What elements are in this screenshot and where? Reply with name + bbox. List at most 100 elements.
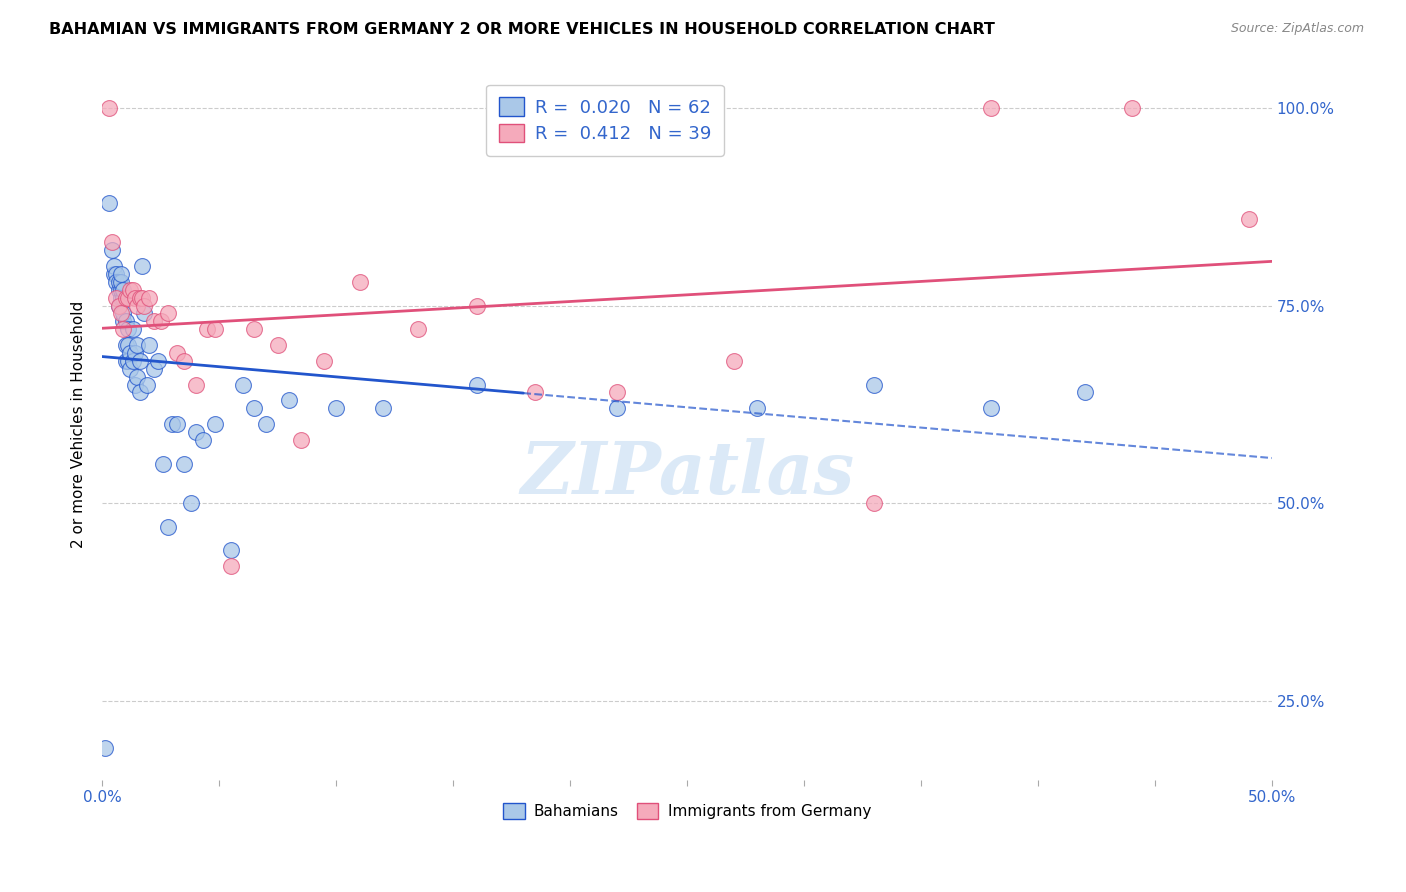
Point xyxy=(134,306,156,320)
Point xyxy=(142,361,165,376)
Point xyxy=(148,354,170,368)
Point xyxy=(863,496,886,510)
Point xyxy=(107,283,129,297)
Point xyxy=(103,267,125,281)
Point xyxy=(219,543,242,558)
Point xyxy=(98,101,121,115)
Point xyxy=(107,275,129,289)
Point xyxy=(112,322,135,336)
Point xyxy=(117,338,139,352)
Point xyxy=(166,346,188,360)
Point xyxy=(156,520,179,534)
Point xyxy=(723,354,745,368)
Point xyxy=(127,299,149,313)
Point xyxy=(100,235,122,250)
Point xyxy=(191,433,214,447)
Point xyxy=(107,299,129,313)
Point xyxy=(110,267,132,281)
Point xyxy=(232,377,254,392)
Point xyxy=(406,322,429,336)
Point xyxy=(173,354,195,368)
Point xyxy=(121,322,143,336)
Point xyxy=(105,275,128,289)
Point xyxy=(1237,211,1260,226)
Point xyxy=(465,377,488,392)
Point xyxy=(112,306,135,320)
Point xyxy=(243,401,266,416)
Point xyxy=(131,291,153,305)
Point xyxy=(162,417,184,431)
Point xyxy=(184,377,207,392)
Text: ZIPatlas: ZIPatlas xyxy=(520,438,853,509)
Point xyxy=(197,322,219,336)
Point xyxy=(121,354,143,368)
Point xyxy=(120,283,142,297)
Point xyxy=(266,338,288,352)
Point xyxy=(124,377,146,392)
Point xyxy=(105,291,128,305)
Point xyxy=(747,401,769,416)
Point xyxy=(204,322,226,336)
Point xyxy=(114,338,136,352)
Legend: Bahamians, Immigrants from Germany: Bahamians, Immigrants from Germany xyxy=(498,797,877,825)
Point xyxy=(105,267,128,281)
Point xyxy=(606,385,628,400)
Point xyxy=(98,195,121,210)
Text: Source: ZipAtlas.com: Source: ZipAtlas.com xyxy=(1230,22,1364,36)
Point xyxy=(124,346,146,360)
Point xyxy=(371,401,394,416)
Point xyxy=(980,401,1002,416)
Point xyxy=(120,346,142,360)
Point xyxy=(219,559,242,574)
Point xyxy=(349,275,371,289)
Point xyxy=(127,338,149,352)
Point xyxy=(110,291,132,305)
Point xyxy=(173,457,195,471)
Point xyxy=(1074,385,1097,400)
Point xyxy=(128,385,150,400)
Point xyxy=(110,275,132,289)
Point xyxy=(93,741,115,756)
Point xyxy=(103,259,125,273)
Point xyxy=(128,354,150,368)
Point xyxy=(112,291,135,305)
Point xyxy=(120,361,142,376)
Point xyxy=(114,354,136,368)
Point xyxy=(107,299,129,313)
Point xyxy=(290,433,312,447)
Point xyxy=(124,291,146,305)
Point xyxy=(117,291,139,305)
Point xyxy=(114,314,136,328)
Text: BAHAMIAN VS IMMIGRANTS FROM GERMANY 2 OR MORE VEHICLES IN HOUSEHOLD CORRELATION : BAHAMIAN VS IMMIGRANTS FROM GERMANY 2 OR… xyxy=(49,22,995,37)
Point xyxy=(166,417,188,431)
Point xyxy=(863,377,886,392)
Point xyxy=(127,369,149,384)
Point xyxy=(114,291,136,305)
Point xyxy=(204,417,226,431)
Y-axis label: 2 or more Vehicles in Household: 2 or more Vehicles in Household xyxy=(72,301,86,548)
Point xyxy=(112,314,135,328)
Point xyxy=(135,377,157,392)
Point xyxy=(524,385,547,400)
Point xyxy=(134,299,156,313)
Point xyxy=(465,299,488,313)
Point xyxy=(138,338,160,352)
Point xyxy=(149,314,172,328)
Point xyxy=(254,417,277,431)
Point xyxy=(138,291,160,305)
Point xyxy=(112,283,135,297)
Point xyxy=(117,322,139,336)
Point xyxy=(606,401,628,416)
Point xyxy=(110,306,132,320)
Point xyxy=(131,259,153,273)
Point xyxy=(152,457,174,471)
Point xyxy=(180,496,202,510)
Point xyxy=(1121,101,1143,115)
Point xyxy=(142,314,165,328)
Point xyxy=(278,393,301,408)
Point xyxy=(156,306,179,320)
Point xyxy=(184,425,207,439)
Point xyxy=(325,401,347,416)
Point xyxy=(117,354,139,368)
Point xyxy=(110,283,132,297)
